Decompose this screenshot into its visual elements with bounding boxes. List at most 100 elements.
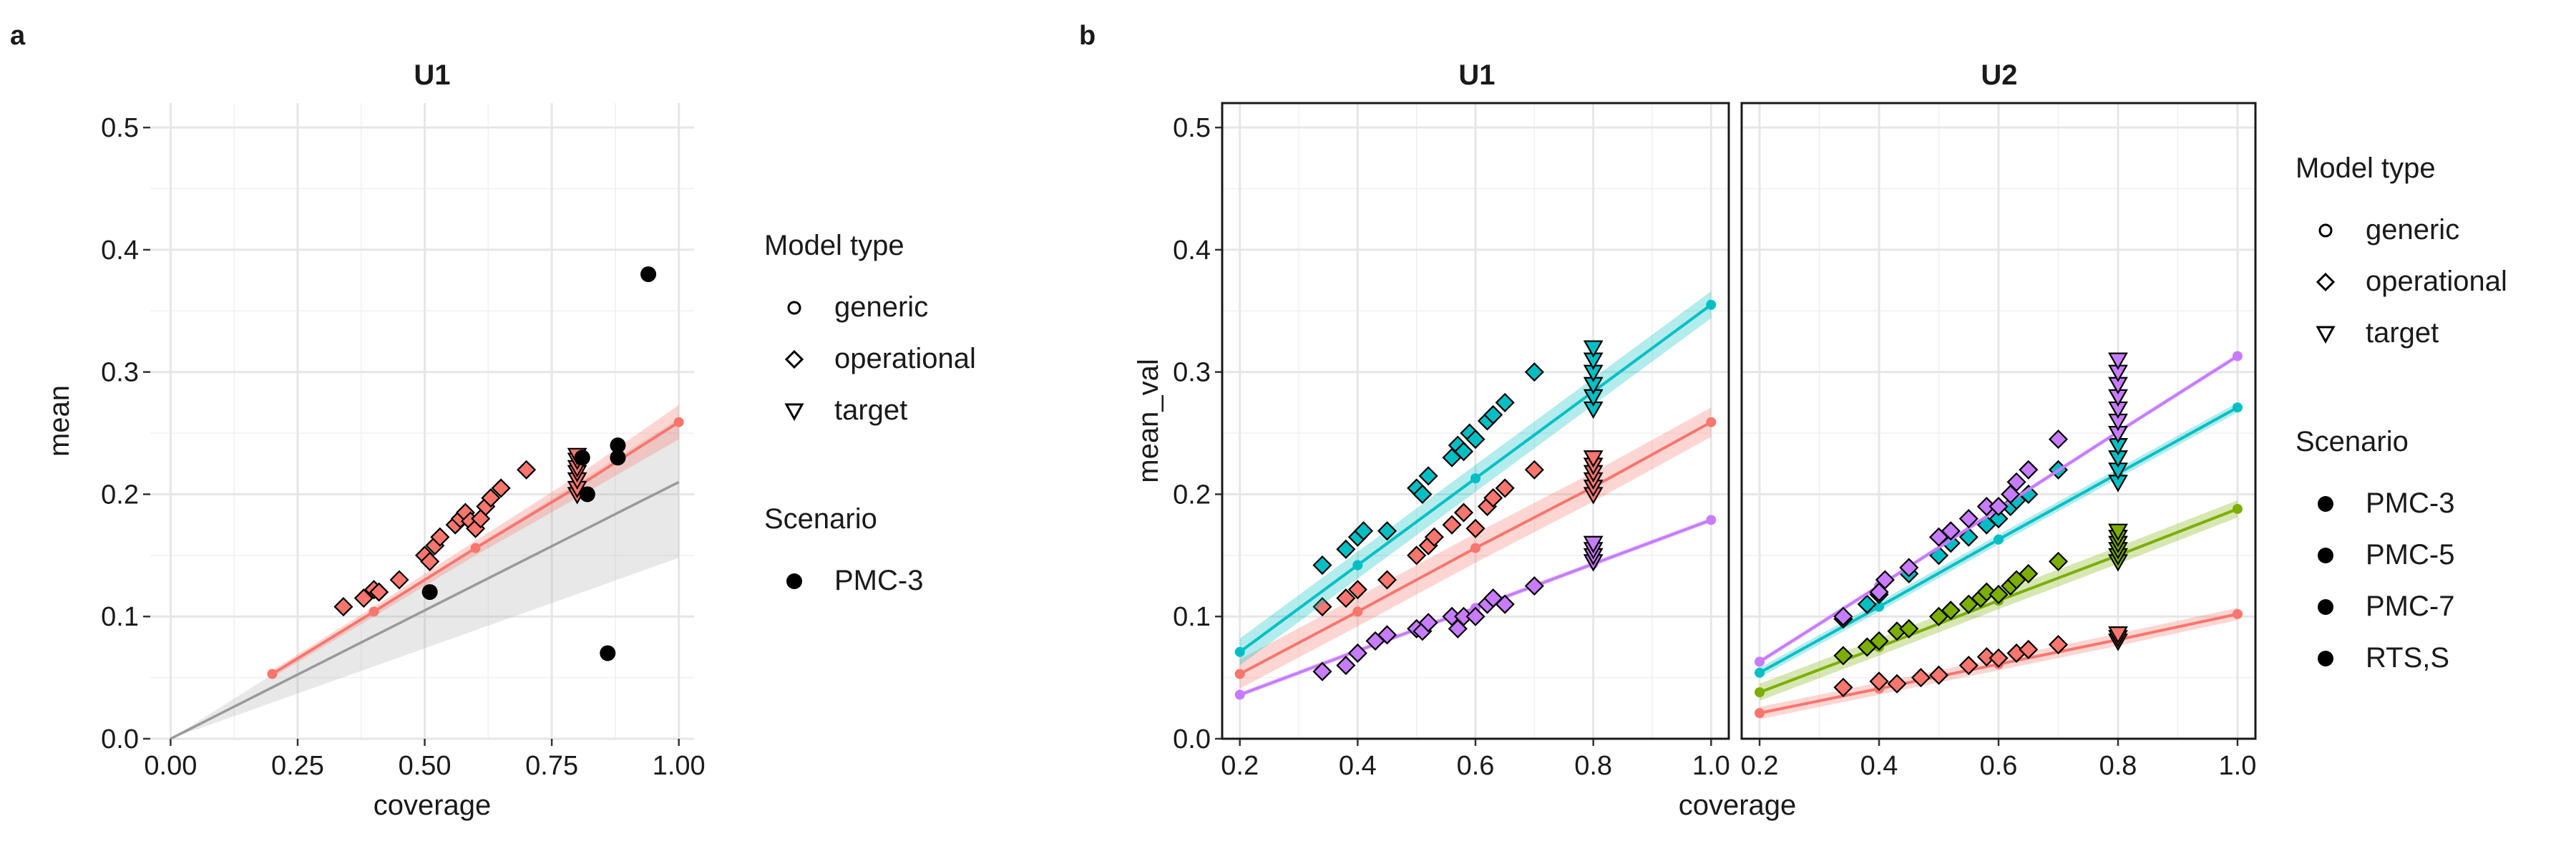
panel-a-background <box>150 103 694 739</box>
panel-b-u1-rtss-operational-point <box>1336 655 1356 676</box>
panel-a-operational-point <box>420 551 440 571</box>
panel-b-u1-rtss-operational-point <box>1524 576 1544 596</box>
panel-a-pmc3-point <box>600 645 616 661</box>
panel-a-legend-model-type-label: target <box>834 394 907 426</box>
panel-b-legend: Model type generic operational target Scenar… <box>2296 152 2507 674</box>
panel-b-u1-pmc3-operational-point <box>1483 488 1503 508</box>
panel-b-u1-pmc3-operational-point <box>1442 515 1462 535</box>
panel-a-legend-model-type-label: operational <box>834 343 976 374</box>
panel-a-legend-target-key <box>784 403 804 422</box>
panel-a-operational-point <box>389 570 409 590</box>
panel-b: U1 U2 0.2 0.4 0.6 0.8 1.00.00.10.20.30.40.5 … <box>1133 59 2507 821</box>
panel-a-pmc3-point <box>421 584 438 601</box>
panel-a-operational-point <box>481 488 501 508</box>
panel-b-legend-scenario-title: Scenario <box>2296 426 2409 457</box>
panel-b-u1-x-tick-label: 0.2 <box>1221 751 1259 781</box>
panel-b-u1-rtss-operational-point <box>1312 661 1332 681</box>
panel-b-legend-scenario-key <box>2318 548 2333 563</box>
panel-b-u2-rtss-operational-point <box>1958 509 1979 529</box>
panel-a-y-tick-label: 0.3 <box>101 358 139 388</box>
panel-b-u1-rtss-generic-point <box>1234 689 1245 700</box>
panel-b-u1-pmc3-operational-point <box>1465 518 1485 538</box>
panel-b-u1-pmc7-operational-point <box>1524 362 1544 382</box>
panel-b-legend-scenario-label: PMC-7 <box>2366 591 2454 622</box>
panel-b-u2-pmc7-generic-point <box>2232 402 2243 413</box>
panel-b-u2-pmc5-operational-point <box>1941 601 1961 621</box>
panel-b-u2-x-tick-label: 1.0 <box>2219 751 2257 781</box>
panel-b-u1-pmc3-generic-point <box>1352 606 1363 617</box>
panel-b-facet-title-u2: U2 <box>1981 59 2017 91</box>
panel-b-u1-pmc3-operational-point <box>1424 527 1444 547</box>
panel-b-u2-pmc3-operational-point <box>2048 634 2069 655</box>
panel-b-u1-pmc3-target-point <box>1583 450 1604 468</box>
panel-a-legend: Model type generic operational target Scenar… <box>764 230 976 596</box>
panel-b-u1-pmc7-operational-point <box>1495 392 1515 412</box>
panel-a-pmc3-point <box>579 486 595 503</box>
panel-b-u1-pmc3-operational-point <box>1524 460 1544 480</box>
panel-a-operational-point <box>353 588 374 608</box>
panel-b-legend-target-key <box>2316 326 2336 344</box>
panel-a-y-tick-label: 0.4 <box>101 236 139 266</box>
panel-b-u2-rtss-operational-point <box>1989 496 2009 517</box>
panel-b-u1-pmc3-operational-point <box>1347 580 1367 600</box>
panel-a-reference-line <box>170 480 680 740</box>
panel-b-u2-rtss-operational-point <box>2048 430 2069 450</box>
panel-b-u1-pmc7-generic-point <box>1234 646 1245 657</box>
panel-b-legend-generic-key <box>2318 223 2333 238</box>
panel-b-u1-pmc3-generic-point <box>1234 669 1245 679</box>
panel-b-u1-pmc7-target-point <box>1583 340 1604 358</box>
panel-b-u1-pmc3-operational-point <box>1407 545 1427 566</box>
panel-a-y-axis-label: mean <box>44 385 75 457</box>
panel-a-model-generic-point <box>470 543 481 553</box>
panel-b-u2-pmc3-generic-point <box>2232 608 2243 619</box>
panel-b-u2-pmc5-operational-point <box>2048 551 2069 571</box>
panel-a-model-generic-point <box>267 669 278 679</box>
panel-a-model-generic-point <box>369 606 379 617</box>
panel-b-u2-plot-area: 0.2 0.4 0.6 0.8 1.0 <box>1740 102 2257 781</box>
panel-b-u1-rtss-operational-point <box>1418 613 1438 633</box>
panel-b-u2-pmc3-operational-point <box>1976 647 1996 667</box>
panel-b-u2-pmc3-operational-point <box>1958 655 1979 676</box>
panel-b-u2-pmc7-operational-point <box>1989 509 2009 529</box>
panel-a-label: a <box>10 21 26 51</box>
panel-a-legend-model-type-title: Model type <box>764 230 904 261</box>
panel-b-u2-rtss-operational-point <box>1899 558 1919 578</box>
panel-b-u2-pmc7-generic-point <box>1994 534 2004 545</box>
panel-b-legend-operational-key <box>2316 272 2336 292</box>
panel-b-u2-x-tick-label: 0.8 <box>2099 751 2137 781</box>
panel-b-u2-pmc5-operational-point <box>2019 563 2039 584</box>
panel-b-u2-x-tick-label: 0.2 <box>1741 751 1779 781</box>
panel-b-u1-pmc7-operational-point <box>1377 521 1397 541</box>
panel-a-y-tick-label: 0.0 <box>101 724 139 754</box>
panel-a-operational-point <box>517 460 537 480</box>
panel-a-y-tick-label: 0.1 <box>101 602 139 632</box>
panel-a-legend-scenario-title: Scenario <box>764 503 877 535</box>
panel-a-x-tick-label: 0.50 <box>399 751 452 781</box>
panel-b-legend-model-type-title: Model type <box>2296 152 2436 184</box>
panel-b-u1-pmc3-generic-point <box>1470 543 1480 553</box>
panel-a-y-tick-label: 0.2 <box>101 480 139 510</box>
panel-b-u2-pmc5-operational-point <box>1989 584 2009 605</box>
panel-b-u2-pmc5-operational-point <box>1869 631 1889 651</box>
panel-b-u2-pmc5-operational-point <box>1899 618 1919 639</box>
panel-b-u1-plot-area: 0.2 0.4 0.6 0.8 1.0 0.0 0.1 0.2 0.3 0.4 0.5 <box>1173 102 1730 781</box>
panel-b-u1-rtss-operational-point <box>1495 594 1515 614</box>
panel-a-x-tick-label: 0.75 <box>525 751 578 781</box>
panel-b-u2-pmc5-generic-point <box>1755 687 1765 698</box>
panel-b-u2-rtss-generic-point <box>2232 351 2243 361</box>
panel-b-u1-x-tick-label: 0.8 <box>1574 751 1612 781</box>
panel-b-u1-pmc7-operational-point <box>1336 539 1356 559</box>
panel-b-label: b <box>1079 21 1096 51</box>
panel-a-operational-point <box>333 597 353 617</box>
panel-b-legend-scenario-key <box>2318 651 2333 666</box>
panel-a-pmc3-point <box>574 450 590 466</box>
panel-b-u2-pmc3-operational-point <box>1911 668 1931 688</box>
panel-b-y-axis-label: mean_val <box>1133 359 1164 482</box>
panel-a-x-axis-label: coverage <box>374 790 492 821</box>
panel-b-u1-pmc3-operational-point <box>1312 597 1332 617</box>
panel-b-u2-pmc3-operational-point <box>1989 648 2009 668</box>
panel-b-u2-rtss-operational-point <box>1833 606 1853 626</box>
panel-a-y-tick-label: 0.5 <box>101 113 139 143</box>
panel-b-u1-rtss-operational-point <box>1465 606 1485 626</box>
